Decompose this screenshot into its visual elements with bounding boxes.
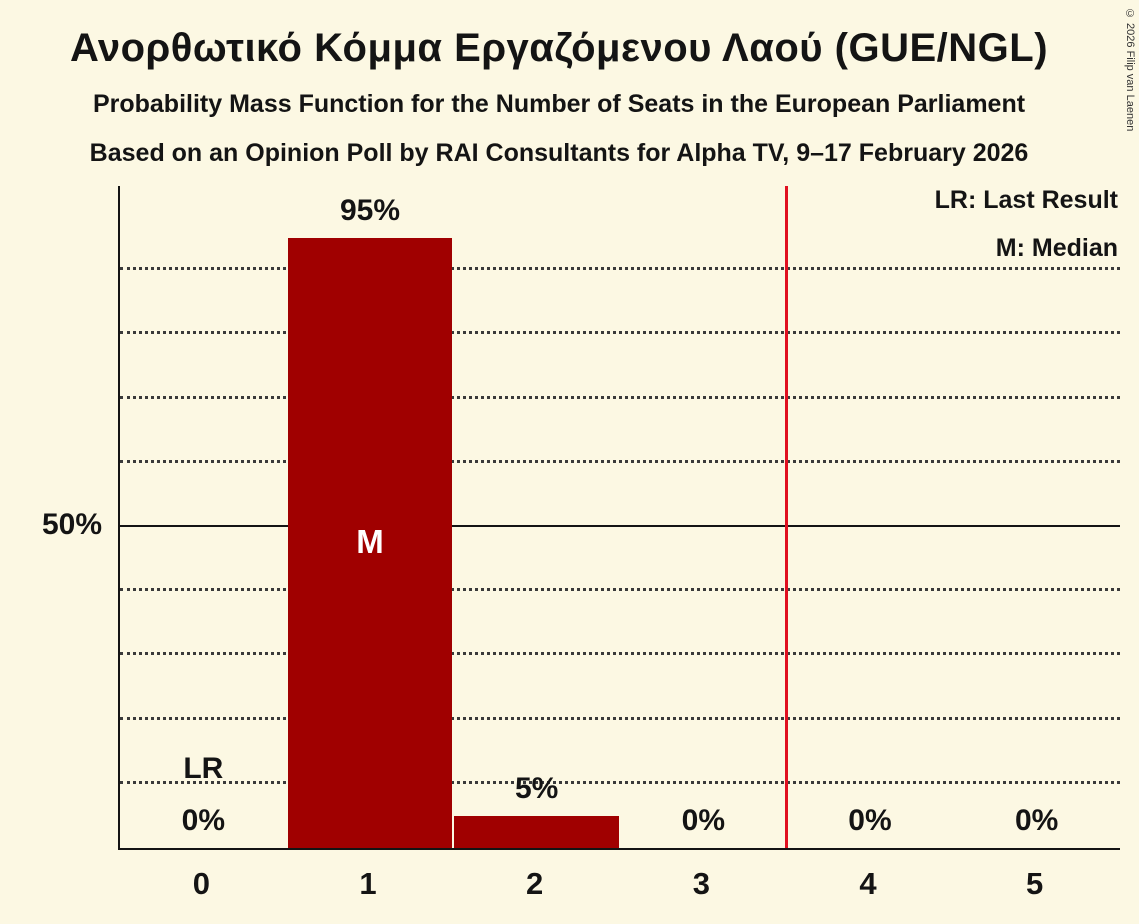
- y-axis-50-percent-label: 50%: [41, 508, 102, 541]
- x-tick-label-2: 2: [526, 866, 544, 901]
- x-tick-label-5: 5: [1026, 866, 1044, 901]
- copyright-notice: © 2026 Filip van Laenen: [1124, 8, 1136, 132]
- bar-value-label: 0%: [181, 804, 225, 837]
- gridline-70-percent: [120, 395, 1120, 399]
- bar-value-label: 95%: [339, 194, 400, 228]
- gridline-30-percent: [120, 652, 1120, 656]
- chart-subtitle-source: Based on an Opinion Poll by RAI Consulta…: [89, 139, 1029, 167]
- legend-last-result: LR: Last Result: [934, 186, 1118, 214]
- median-marker: M: [356, 523, 384, 561]
- last-result-marker: LR: [183, 752, 224, 785]
- bar-value-label: 0%: [681, 804, 725, 837]
- gridline-50-percent: [120, 525, 1120, 527]
- bar-seats-1: [287, 238, 453, 848]
- gridline-40-percent: [120, 588, 1120, 592]
- gridline-90-percent: [120, 267, 1120, 271]
- x-tick-label-4: 4: [859, 866, 877, 901]
- x-tick-label-3: 3: [692, 866, 710, 901]
- legend-median: M: Median: [995, 234, 1118, 262]
- gridline-80-percent: [120, 331, 1120, 335]
- x-axis-tick-labels: 0 1 2 3 4 5: [118, 866, 1118, 914]
- gridline-10-percent: [120, 780, 1120, 784]
- gridline-60-percent: [120, 459, 1120, 463]
- bar-seats-2: [454, 815, 619, 848]
- chart-subtitle: Probability Mass Function for the Number…: [92, 90, 1026, 118]
- last-result-line: [785, 186, 789, 848]
- gridline-20-percent: [120, 716, 1120, 720]
- bar-value-label: 0%: [848, 804, 892, 837]
- chart-title: Ανορθωτικό Κόμμα Εργαζόμενου Λαού (GUE/N…: [69, 26, 1049, 70]
- plot-area: 0% 95% 5% 0% 0% 0% LR M: [118, 186, 1120, 850]
- x-tick-label-1: 1: [359, 866, 377, 901]
- bar-value-label: 5%: [514, 771, 559, 805]
- bar-value-label: 0%: [1014, 804, 1059, 837]
- x-tick-label-0: 0: [192, 866, 210, 901]
